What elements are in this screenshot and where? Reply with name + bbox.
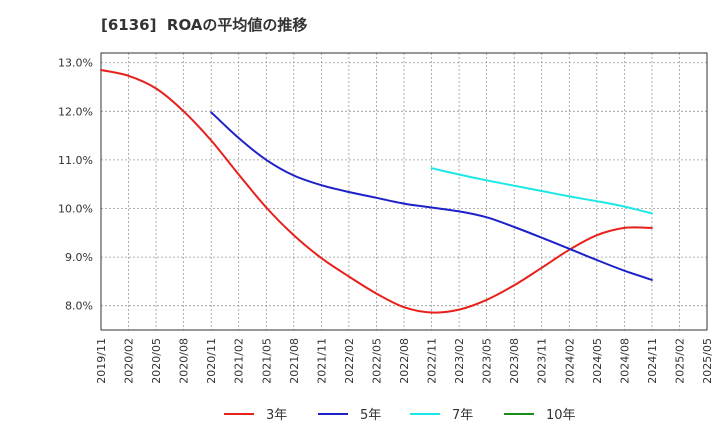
x-tick-label: 2023/08 <box>508 338 521 384</box>
x-tick-label: 2022/05 <box>370 338 383 384</box>
x-tick-label: 2024/02 <box>563 338 576 384</box>
y-tick-label: 9.0% <box>65 251 93 264</box>
plot-frame <box>100 52 708 331</box>
x-tick-label: 2022/11 <box>426 338 439 384</box>
x-tick-label: 2021/05 <box>260 338 273 384</box>
legend-label: 10年 <box>546 408 576 423</box>
legend-label: 5年 <box>360 408 381 423</box>
series-layer <box>100 69 653 314</box>
x-tick-label: 2023/11 <box>536 338 549 384</box>
legend: 3年 5年 7年 10年 <box>224 408 576 423</box>
x-tick-label: 2023/02 <box>453 338 466 384</box>
x-tick-label: 2025/02 <box>673 338 686 384</box>
x-tick-label: 2022/02 <box>343 338 356 384</box>
grid-layer <box>101 53 707 330</box>
x-tick-label: 2020/11 <box>205 338 218 384</box>
y-tick-label: 13.0% <box>58 57 93 70</box>
x-tick-label: 2024/08 <box>618 338 631 384</box>
x-tick-label: 2020/02 <box>123 338 136 384</box>
series-line-2 <box>210 111 653 281</box>
legend-label: 3年 <box>266 408 287 423</box>
x-axis: 2019/11 2020/02 2020/05 2020/08 2020/11 2021/… <box>95 338 714 384</box>
x-tick-label: 2022/08 <box>398 338 411 384</box>
x-tick-label: 2024/05 <box>591 338 604 384</box>
y-tick-label: 10.0% <box>58 203 93 216</box>
x-tick-label: 2021/11 <box>315 338 328 384</box>
y-tick-label: 11.0% <box>58 154 93 167</box>
series-line-3 <box>430 167 653 215</box>
x-tick-label: 2021/02 <box>233 338 246 384</box>
y-tick-label: 12.0% <box>58 105 93 118</box>
y-tick-label: 8.0% <box>65 300 93 313</box>
x-tick-label: 2023/05 <box>481 338 494 384</box>
x-tick-label: 2019/11 <box>95 338 108 384</box>
x-tick-label: 2025/05 <box>701 338 714 384</box>
x-tick-label: 2024/11 <box>646 338 659 384</box>
x-tick-label: 2020/08 <box>178 338 191 384</box>
chart-title: [6136] ROAの平均値の推移 <box>101 16 308 34</box>
series-line-1 <box>100 69 653 314</box>
x-tick-label: 2020/05 <box>150 338 163 384</box>
x-tick-label: 2021/08 <box>288 338 301 384</box>
y-axis: 8.0% 9.0% 10.0% 11.0% 12.0% 13.0% <box>58 57 93 313</box>
legend-label: 7年 <box>452 408 473 423</box>
